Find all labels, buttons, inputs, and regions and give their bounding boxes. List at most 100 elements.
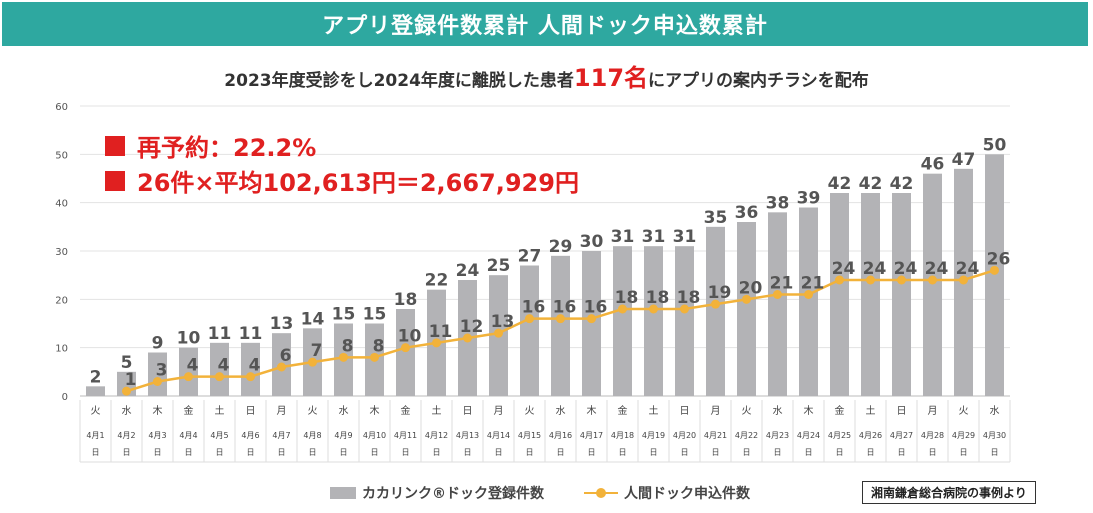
line-point	[401, 343, 410, 353]
line-point	[339, 352, 348, 362]
line-point	[494, 328, 503, 338]
line-point	[277, 362, 286, 372]
weekday-label: 月	[711, 405, 721, 417]
line-point	[897, 275, 906, 285]
date-label-suffix: 日	[774, 448, 782, 457]
line-value-label: 7	[311, 341, 323, 361]
y-tick-label: 60	[55, 102, 68, 113]
date-label-suffix: 日	[712, 448, 720, 457]
bar-value-label: 15	[363, 305, 387, 325]
bar	[892, 193, 911, 396]
weekday-label: 日	[897, 406, 907, 417]
line-value-label: 8	[373, 336, 385, 356]
line-value-label: 11	[429, 322, 453, 342]
bar-value-label: 24	[456, 261, 480, 281]
line-value-label: 6	[280, 346, 292, 366]
line-point	[835, 275, 844, 285]
bar-value-label: 27	[518, 247, 542, 267]
date-label-suffix: 日	[526, 448, 534, 457]
bar-value-label: 18	[394, 290, 418, 310]
date-label: 4月16	[549, 431, 572, 440]
bar-value-label: 25	[487, 256, 511, 276]
weekday-label: 月	[494, 405, 504, 417]
date-label: 4月15	[518, 431, 541, 440]
weekday-label: 日	[246, 406, 256, 417]
date-label: 4月22	[735, 431, 758, 440]
bar-value-label: 11	[239, 324, 263, 344]
weekday-label: 火	[308, 405, 318, 417]
bar-value-label: 29	[549, 237, 573, 257]
weekday-label: 木	[587, 405, 597, 417]
date-label: 4月2	[117, 431, 135, 440]
line-point	[432, 338, 441, 348]
line-point	[649, 304, 658, 314]
line-point	[525, 314, 534, 324]
line-value-label: 12	[460, 317, 484, 337]
weekday-label: 火	[742, 405, 752, 417]
revenue-text: 26件×平均102,613円＝2,667,929円	[137, 169, 579, 197]
line-point	[463, 333, 472, 343]
bar	[737, 222, 756, 396]
date-label: 4月27	[890, 431, 913, 440]
bar-value-label: 14	[301, 309, 325, 329]
line-point	[370, 352, 379, 362]
bar	[675, 246, 694, 396]
weekday-label: 木	[153, 405, 163, 417]
bar-value-label: 9	[152, 334, 164, 354]
line-value-label: 8	[342, 336, 354, 356]
line-value-label: 24	[863, 259, 887, 279]
bar-value-label: 30	[580, 232, 604, 252]
line-value-label: 4	[249, 356, 261, 376]
date-label-suffix: 日	[743, 448, 751, 457]
bar	[768, 212, 787, 396]
bar	[148, 352, 167, 396]
line-value-label: 19	[708, 283, 732, 303]
line-point	[680, 304, 689, 314]
bar-value-label: 42	[890, 174, 914, 194]
line-point	[556, 314, 565, 324]
weekday-label: 木	[804, 405, 814, 417]
line-value-label: 13	[491, 312, 515, 332]
date-label: 4月6	[241, 431, 259, 440]
bar	[706, 226, 725, 396]
weekday-label: 土	[649, 404, 659, 417]
bar-value-label: 47	[952, 150, 976, 170]
red-square-icon	[105, 135, 125, 156]
revenue-annotation: 26件×平均102,613円＝2,667,929円	[105, 163, 579, 198]
weekday-label: 水	[122, 405, 132, 417]
date-label-suffix: 日	[960, 448, 968, 457]
weekday-label: 金	[835, 404, 845, 417]
legend-line-swatch	[584, 487, 618, 499]
bar-value-label: 38	[766, 193, 790, 213]
weekday-label: 水	[990, 405, 1000, 417]
date-label-suffix: 日	[991, 448, 999, 457]
weekday-label: 土	[215, 404, 225, 417]
date-label: 4月7	[272, 431, 290, 440]
bar	[861, 193, 880, 396]
line-value-label: 21	[770, 274, 794, 294]
bar	[396, 309, 415, 396]
legend-label-registrations: カカリンク®ドック登録件数	[362, 486, 544, 502]
line-value-label: 18	[646, 288, 670, 308]
bar-value-label: 2	[90, 367, 102, 387]
date-label-suffix: 日	[216, 448, 224, 457]
subtitle-highlight: 117名	[573, 64, 649, 92]
bar-value-label: 31	[611, 227, 635, 247]
line-value-label: 24	[956, 259, 980, 279]
rebooking-rate-text: 再予約：22.2%	[137, 134, 317, 162]
date-label: 4月3	[148, 431, 166, 440]
date-label-suffix: 日	[123, 448, 131, 457]
date-label-suffix: 日	[371, 448, 379, 457]
line-point	[742, 294, 751, 304]
date-label-suffix: 日	[402, 448, 410, 457]
weekday-label: 月	[277, 405, 287, 417]
line-value-label: 20	[739, 278, 763, 298]
weekday-label: 金	[184, 404, 194, 417]
date-label: 4月10	[363, 431, 386, 440]
weekday-label: 水	[339, 405, 349, 417]
date-label: 4月1	[86, 431, 104, 440]
date-label-suffix: 日	[340, 448, 348, 457]
bar-value-label: 46	[921, 155, 945, 175]
line-value-label: 21	[801, 274, 825, 294]
